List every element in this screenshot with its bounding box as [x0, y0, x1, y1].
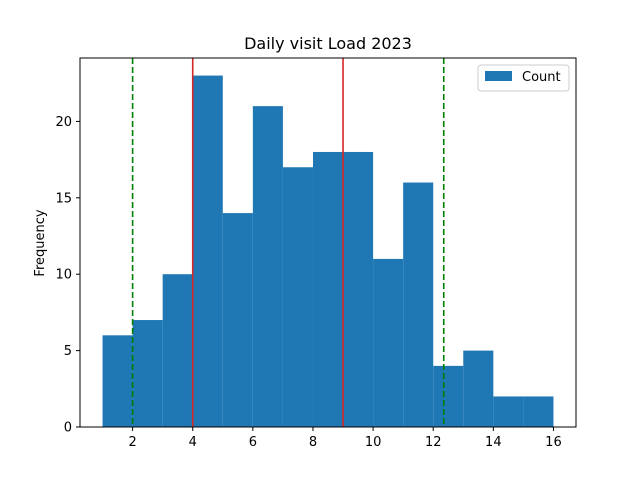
- histogram-bar-1: [102, 335, 133, 427]
- histogram-bar-13: [463, 350, 494, 427]
- x-tick-label: 6: [249, 435, 257, 450]
- plot-frame: [79, 57, 577, 428]
- x-tick-label: 8: [309, 435, 317, 450]
- x-tick-label: 14: [485, 435, 502, 450]
- y-tick-label: 10: [55, 268, 72, 283]
- histogram-bar-10: [373, 258, 404, 427]
- y-tick-label: 0: [64, 421, 72, 436]
- y-tick-label: 5: [64, 344, 72, 359]
- histogram-bar-4: [192, 75, 223, 428]
- reference-lines-group: [131, 58, 445, 427]
- bars-group: [102, 75, 554, 428]
- histogram-bar-5: [222, 213, 253, 427]
- y-tick-label: 15: [55, 191, 72, 206]
- histogram-bar-11: [403, 182, 434, 427]
- chart-title: Daily visit Load 2023: [244, 34, 412, 53]
- y-axis-label: Frequency: [33, 209, 48, 276]
- histogram-bar-15: [523, 396, 554, 427]
- legend-label-count: Count: [522, 70, 561, 85]
- legend: Count: [477, 64, 570, 92]
- histogram-bar-12: [433, 365, 464, 427]
- histogram-bar-14: [493, 396, 524, 427]
- histogram-bar-6: [252, 106, 283, 427]
- x-tick-label: 2: [128, 435, 136, 450]
- legend-swatch: [485, 71, 512, 81]
- x-tick-label: 4: [189, 435, 197, 450]
- axes-group: 2 4 6 8 10 12 14 16 0 5 10 15 20: [55, 57, 577, 450]
- histogram-bar-8: [312, 151, 344, 428]
- y-tick-label: 20: [55, 115, 72, 130]
- histogram-bar-3: [162, 274, 193, 427]
- histogram-bar-7: [282, 167, 313, 427]
- x-tick-label: 16: [545, 435, 562, 450]
- x-tick-label: 12: [425, 435, 442, 450]
- histogram-bar-2: [132, 320, 163, 427]
- histogram-bar-9: [343, 151, 374, 428]
- x-tick-label: 10: [365, 435, 382, 450]
